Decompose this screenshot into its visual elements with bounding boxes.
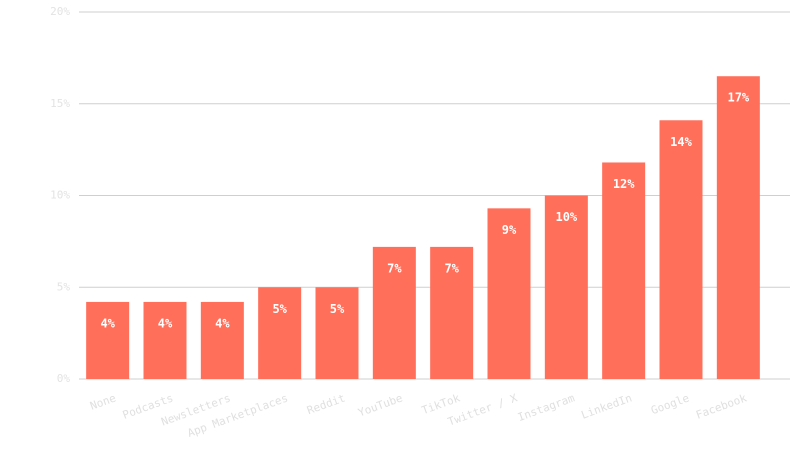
bar bbox=[430, 246, 474, 379]
x-tick-label: YouTube bbox=[356, 391, 404, 419]
bar bbox=[143, 301, 187, 379]
x-tick-label: LinkedIn bbox=[579, 391, 633, 421]
y-tick-label: 0% bbox=[57, 372, 71, 385]
data-label: 5% bbox=[330, 302, 345, 316]
data-label: 9% bbox=[502, 223, 517, 237]
bar bbox=[544, 195, 588, 379]
bar bbox=[258, 287, 302, 379]
y-tick-label: 15% bbox=[50, 97, 70, 110]
data-label: 12% bbox=[613, 177, 635, 191]
bar bbox=[602, 162, 646, 379]
x-tick-label: App Marketplaces bbox=[186, 391, 290, 439]
data-label: 14% bbox=[670, 135, 692, 149]
y-tick-label: 20% bbox=[50, 5, 70, 18]
x-tick-label: Instagram bbox=[516, 391, 577, 424]
y-tick-label: 5% bbox=[57, 280, 71, 293]
data-label: 4% bbox=[215, 316, 230, 330]
bar bbox=[659, 120, 703, 379]
y-tick-label: 10% bbox=[50, 189, 70, 202]
x-tick-label: Reddit bbox=[305, 391, 347, 417]
x-tick-label: Facebook bbox=[694, 391, 749, 421]
data-label: 4% bbox=[158, 316, 173, 330]
bar bbox=[86, 301, 130, 379]
bar bbox=[487, 208, 531, 379]
data-label: 7% bbox=[444, 261, 459, 275]
data-label: 7% bbox=[387, 261, 402, 275]
bar bbox=[716, 76, 760, 379]
data-label: 5% bbox=[272, 302, 287, 316]
data-label: 17% bbox=[727, 91, 749, 105]
data-label: 10% bbox=[555, 210, 577, 224]
bar bbox=[200, 301, 244, 379]
x-tick-label: None bbox=[88, 391, 117, 412]
bar bbox=[372, 246, 416, 379]
bar bbox=[315, 287, 359, 379]
x-tick-label: Google bbox=[649, 391, 691, 417]
data-label: 4% bbox=[100, 316, 115, 330]
